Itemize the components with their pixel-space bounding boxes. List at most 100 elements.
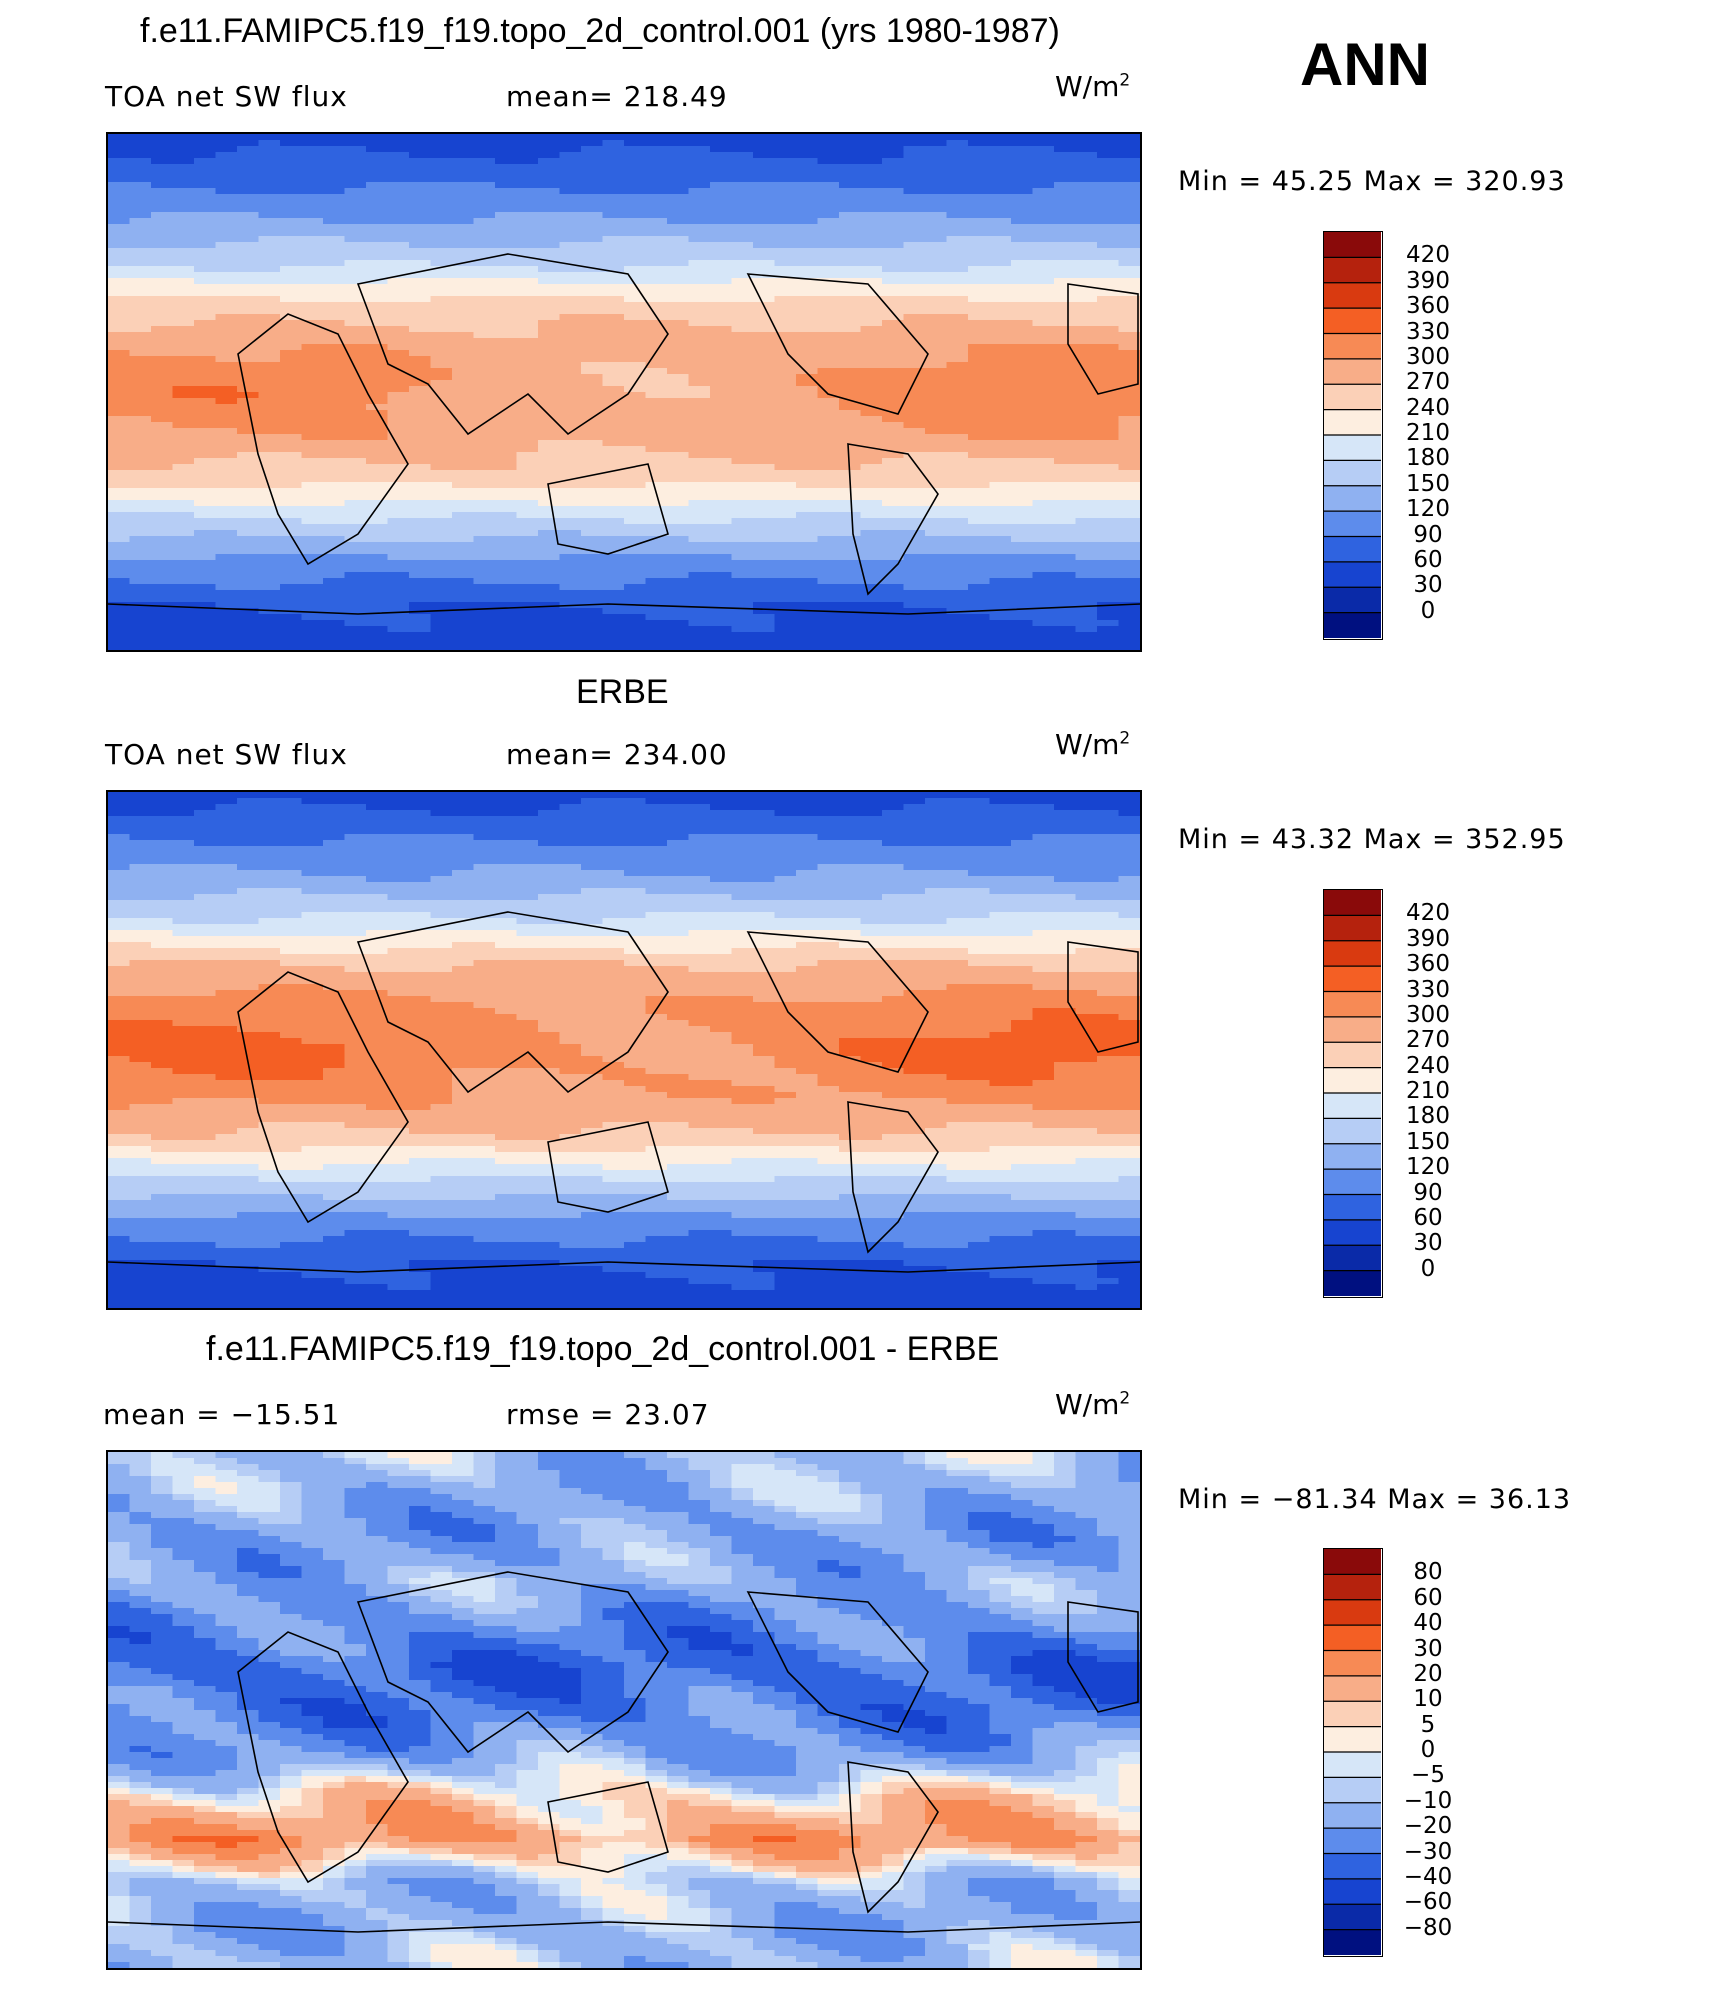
map-cell <box>624 590 647 597</box>
map-cell <box>581 464 604 471</box>
map-cell <box>344 554 367 561</box>
map-cell <box>430 146 453 153</box>
map-cell <box>1118 590 1140 597</box>
map-cell <box>430 182 453 189</box>
map-cell <box>323 260 346 267</box>
map-cell <box>495 810 518 817</box>
map-cell <box>301 224 324 231</box>
map-cell <box>129 626 152 633</box>
map-cell <box>237 822 260 829</box>
colorbar-box <box>1324 435 1381 461</box>
map-cell <box>882 236 905 243</box>
map-cell <box>1075 810 1098 817</box>
map-cell <box>710 464 733 471</box>
map-cell <box>989 176 1012 183</box>
map-cell <box>258 350 281 357</box>
map-cell <box>108 476 131 483</box>
map-cell <box>968 362 991 369</box>
map-cell <box>1011 846 1034 853</box>
map-cell <box>946 260 969 267</box>
map-cell <box>1032 410 1055 417</box>
map-cell <box>366 326 389 333</box>
map-cell <box>1118 164 1140 171</box>
map-cell <box>559 368 582 375</box>
map-cell <box>452 272 475 279</box>
map-cell <box>903 182 926 189</box>
map-cell <box>710 212 733 219</box>
map-cell <box>602 314 625 321</box>
map-cell <box>495 194 518 201</box>
map-cell <box>710 434 733 441</box>
map-cell <box>387 476 410 483</box>
map-cell <box>516 146 539 153</box>
map-cell <box>366 398 389 405</box>
map-cell <box>151 792 174 799</box>
map-cell <box>645 362 668 369</box>
map-cell <box>301 506 324 513</box>
map-cell <box>968 518 991 525</box>
map-cell <box>323 236 346 243</box>
map-cell <box>258 500 281 507</box>
map-cell <box>774 518 797 525</box>
map-cell <box>430 470 453 477</box>
map-cell <box>237 464 260 471</box>
map-cell <box>602 876 625 883</box>
map-cell <box>516 356 539 363</box>
map-cell <box>129 200 152 207</box>
map-cell <box>1097 864 1120 871</box>
map-cell <box>344 164 367 171</box>
map-cell <box>1097 182 1120 189</box>
map-cell <box>882 356 905 363</box>
map-cell <box>882 464 905 471</box>
map-cell <box>559 626 582 633</box>
map-cell <box>602 188 625 195</box>
map-cell <box>645 840 668 847</box>
map-cell <box>151 134 174 141</box>
map-cell <box>1097 518 1120 525</box>
map-cell <box>108 386 131 393</box>
map-cell <box>258 410 281 417</box>
map-cell <box>387 524 410 531</box>
map-cell <box>452 858 475 865</box>
map-cell <box>624 846 647 853</box>
map-cell <box>753 882 776 889</box>
map-cell <box>1011 320 1034 327</box>
map-cell <box>452 164 475 171</box>
map-cell <box>516 858 539 865</box>
map-cell <box>409 302 432 309</box>
map-cell <box>559 176 582 183</box>
map-cell <box>839 530 862 537</box>
map-cell <box>667 158 690 165</box>
map-cell <box>581 452 604 459</box>
map-cell <box>1032 194 1055 201</box>
map-cell <box>710 870 733 877</box>
map-cell <box>774 470 797 477</box>
map-cell <box>774 626 797 633</box>
map-cell <box>1032 368 1055 375</box>
map-cell <box>1054 560 1077 567</box>
map-cell <box>925 242 948 249</box>
map-cell <box>624 284 647 291</box>
map-cell <box>968 524 991 531</box>
map-cell <box>946 188 969 195</box>
map-cell <box>323 488 346 495</box>
map-cell <box>559 536 582 543</box>
map-cell <box>452 482 475 489</box>
map-cell <box>538 260 561 267</box>
map-cell <box>731 566 754 573</box>
map-cell <box>774 590 797 597</box>
map-cell <box>645 182 668 189</box>
map-cell <box>151 254 174 261</box>
map-cell <box>409 194 432 201</box>
map-cell <box>1075 572 1098 579</box>
map-cell <box>839 614 862 621</box>
map-cell <box>1011 332 1034 339</box>
map-cell <box>925 846 948 853</box>
map-cell <box>516 476 539 483</box>
map-cell <box>581 212 604 219</box>
map-cell <box>688 158 711 165</box>
map-cell <box>968 230 991 237</box>
map-cell <box>860 542 883 549</box>
map-cell <box>194 242 217 249</box>
map-cell <box>129 350 152 357</box>
